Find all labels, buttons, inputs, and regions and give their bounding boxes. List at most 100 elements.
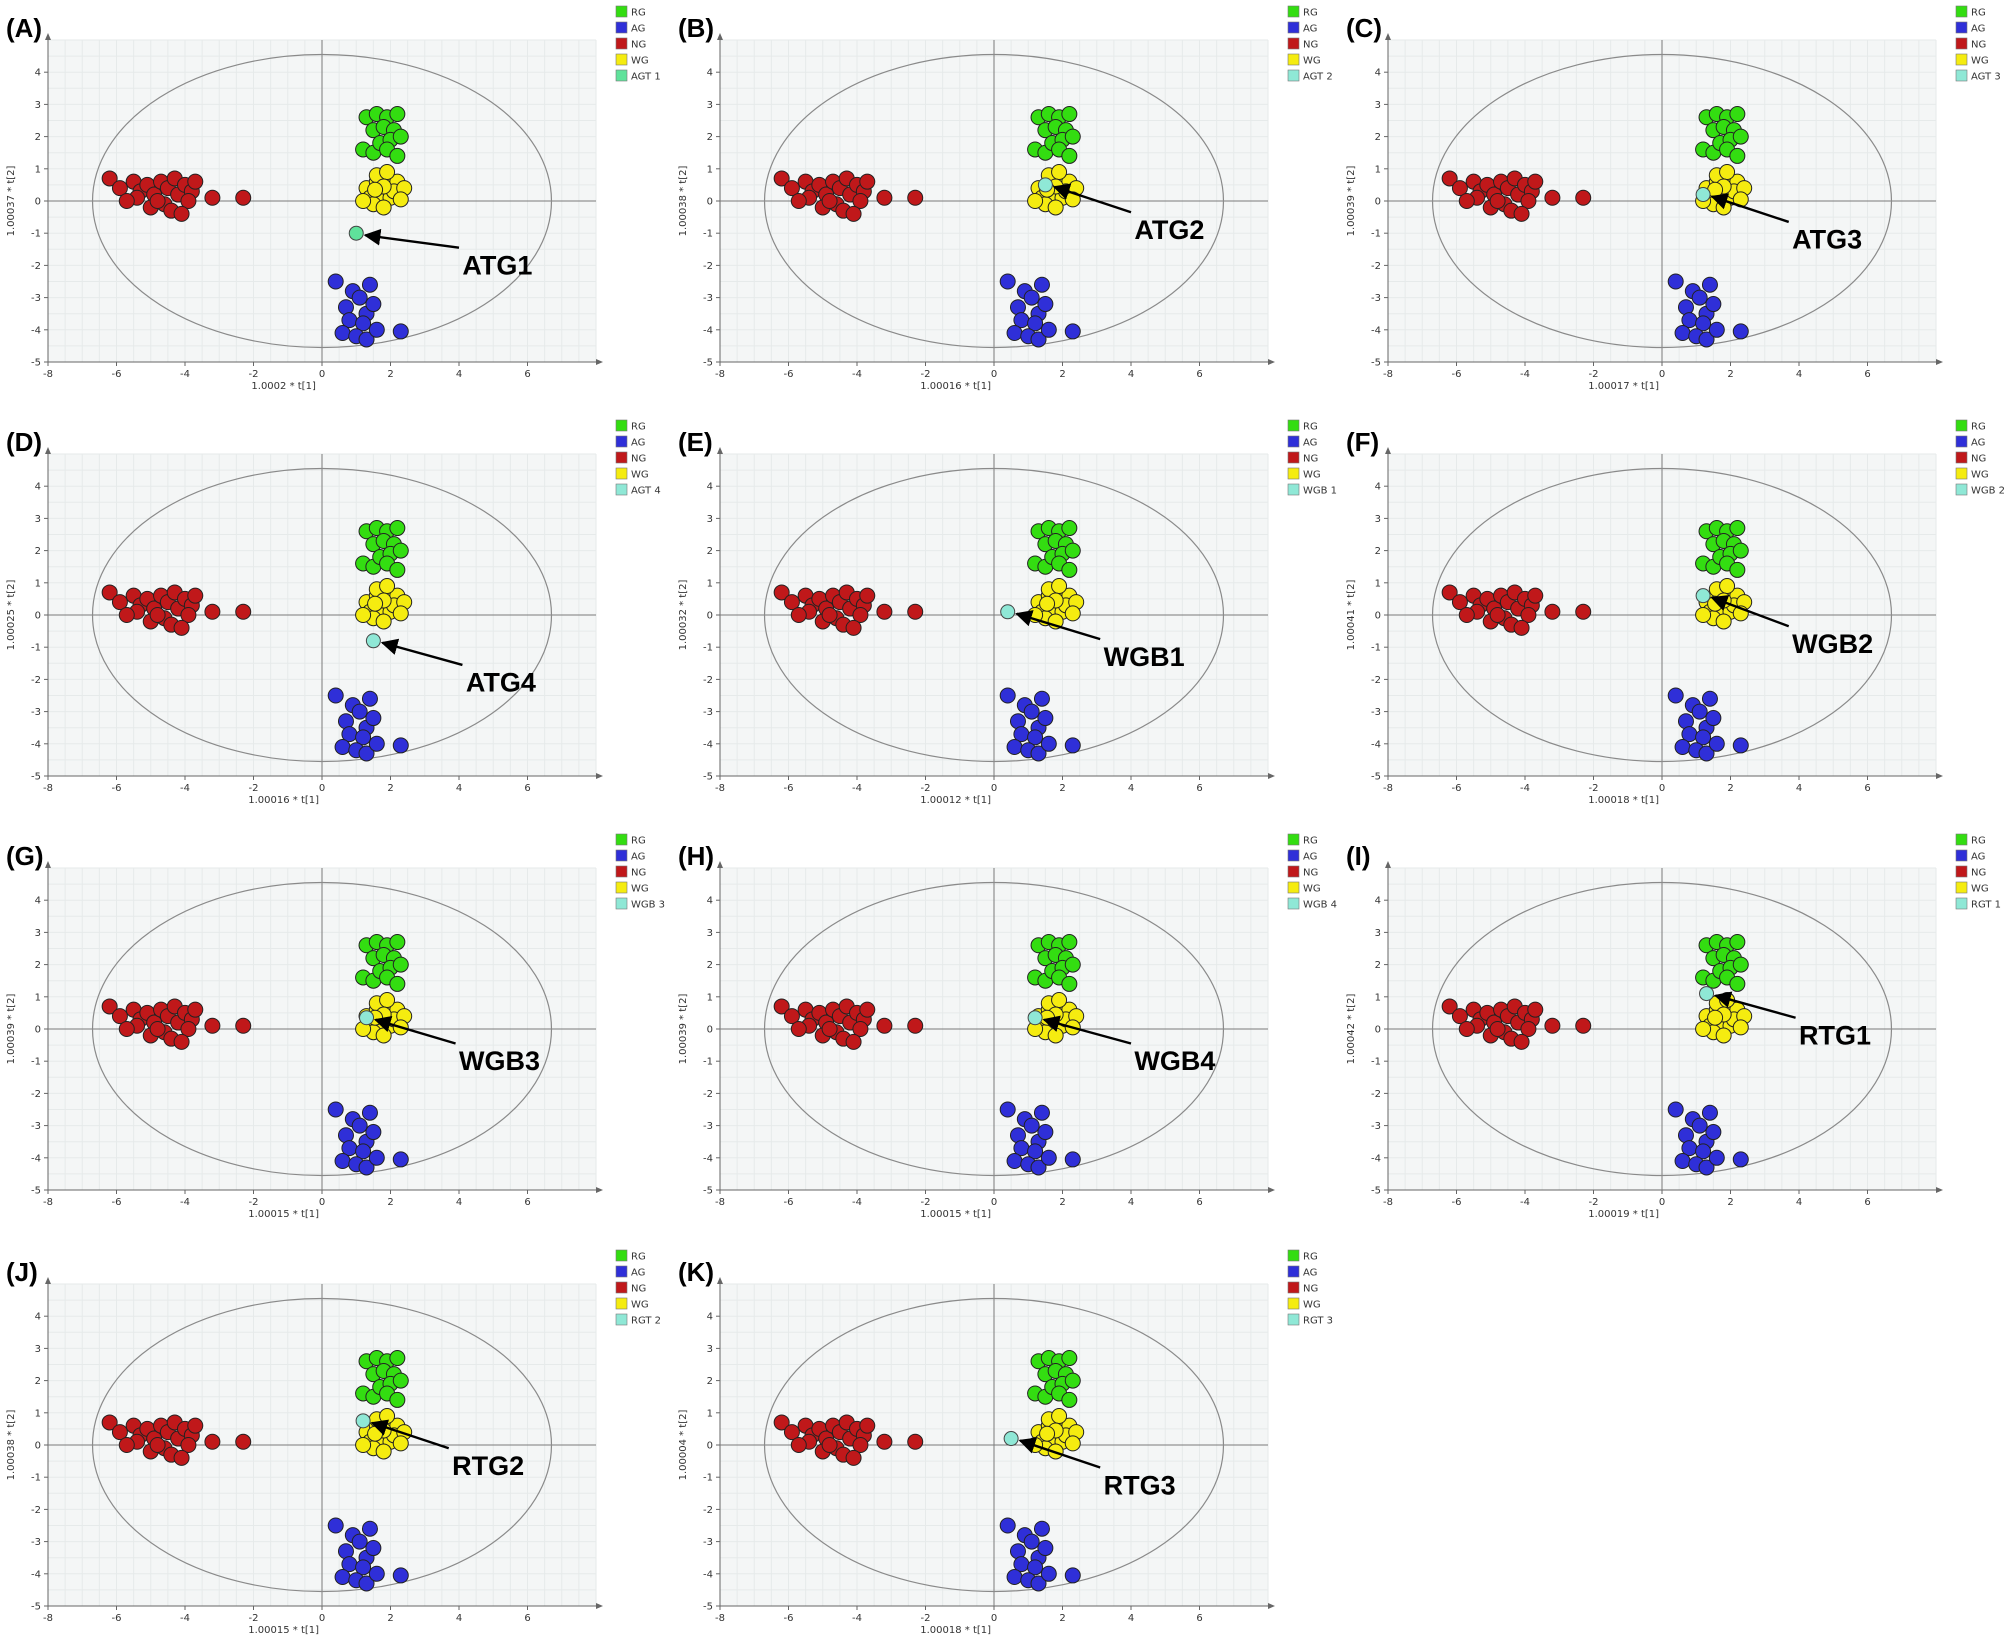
data-point-ag — [1705, 710, 1722, 727]
data-point-ag — [1691, 703, 1708, 720]
y-axis-title: 1.00037 * t[2] — [6, 166, 17, 237]
data-point-wg — [367, 595, 384, 612]
y-tick-label: 0 — [707, 611, 713, 622]
y-tick-label: 3 — [707, 1344, 713, 1355]
data-point-ng — [235, 189, 252, 206]
data-point-wg — [1047, 1027, 1064, 1044]
y-tick-label: -4 — [31, 1153, 41, 1164]
data-point-ng — [111, 1424, 128, 1441]
data-point-wg — [375, 199, 392, 216]
legend-swatch — [1955, 69, 1968, 82]
data-point-ag — [1667, 273, 1684, 290]
x-tick-label: -8 — [715, 783, 725, 794]
x-axis-title: 1.00012 * t[1] — [920, 795, 991, 806]
data-point-ag — [392, 1151, 409, 1168]
data-point-ng — [1458, 193, 1475, 209]
y-tick-label: 3 — [1375, 928, 1381, 939]
y-tick-label: -1 — [1371, 229, 1381, 240]
y-axis-title: 1.00042 * t[2] — [1346, 994, 1357, 1065]
data-point-ng — [821, 193, 838, 209]
x-tick-label: 2 — [1727, 369, 1733, 380]
y-axis-arrow — [717, 447, 723, 454]
legend-swatch — [615, 467, 628, 480]
data-point-ng — [1451, 180, 1468, 197]
data-point-rg — [1732, 542, 1749, 559]
panel-f: -8 -6 -4 -2 0 2 4 6 -5 -4 -3 -2 -1 0 1 2 3 4 1.00018 * t[1… — [1346, 419, 2005, 806]
data-point-ag — [1037, 1540, 1054, 1557]
x-tick-label: -6 — [784, 783, 794, 794]
data-point-ag — [1667, 1101, 1684, 1118]
y-tick-label: 2 — [35, 546, 41, 557]
x-axis-title: 1.00015 * t[1] — [920, 1209, 991, 1220]
legend-swatch — [1955, 897, 1968, 910]
y-tick-label: -1 — [31, 1057, 41, 1068]
data-point-ag — [1033, 1104, 1050, 1121]
legend-entry: NG — [631, 868, 646, 879]
data-point-ag — [1033, 1520, 1050, 1537]
annotation-label: ATG4 — [466, 668, 536, 698]
data-point-rg — [1064, 956, 1081, 973]
x-axis-arrow — [1936, 359, 1943, 365]
y-axis-arrow — [1385, 861, 1391, 868]
data-point-ag — [327, 1517, 344, 1534]
data-point-ag — [1030, 1159, 1047, 1176]
data-point-ag — [368, 1149, 385, 1166]
y-tick-label: -2 — [31, 1089, 41, 1100]
x-tick-label: 4 — [1796, 1197, 1802, 1208]
y-axis-title: 1.00039 * t[2] — [6, 994, 17, 1065]
y-tick-label: -3 — [31, 707, 41, 718]
legend-swatch — [1955, 881, 1968, 894]
data-point-rg — [389, 147, 406, 164]
data-point-ng — [876, 1433, 893, 1450]
legend-swatch — [615, 1265, 628, 1278]
legend-swatch — [1955, 865, 1968, 878]
data-point-ng — [111, 594, 128, 611]
hotelling-ellipse — [91, 53, 553, 349]
legend-entry: NG — [1303, 1284, 1318, 1295]
data-point-ag — [365, 296, 382, 313]
x-tick-label: 6 — [1196, 1197, 1202, 1208]
panel-a: -8 -6 -4 -2 0 2 4 6 -5 -4 -3 -2 -1 0 1 2 3 4 1.0002 * t[1]… — [6, 5, 661, 392]
y-tick-label: 4 — [707, 482, 713, 493]
y-tick-label: 0 — [1375, 197, 1381, 208]
data-point-ng — [180, 193, 197, 209]
legend-entry: NG — [1971, 454, 1986, 465]
y-tick-label: -3 — [31, 293, 41, 304]
hotelling-ellipse — [763, 53, 1225, 349]
y-tick-label: -4 — [703, 1569, 713, 1580]
data-point-rg — [392, 128, 409, 145]
legend-swatch — [1287, 833, 1300, 846]
x-tick-label: 0 — [1659, 369, 1665, 380]
data-point-ng — [187, 1001, 204, 1018]
data-point-ag — [1023, 703, 1040, 720]
data-point-wg — [1719, 164, 1736, 181]
data-point-ag — [1023, 1117, 1040, 1134]
legend-swatch — [1287, 881, 1300, 894]
x-tick-label: 6 — [524, 369, 530, 380]
legend-entry: AG — [1303, 852, 1317, 863]
x-tick-label: 2 — [1059, 369, 1065, 380]
y-tick-label: 2 — [35, 960, 41, 971]
data-point-rg — [1729, 934, 1746, 951]
y-tick-label: 3 — [35, 100, 41, 111]
data-point-wg — [355, 1437, 372, 1453]
y-axis-arrow — [45, 33, 51, 40]
y-axis-title: 1.00039 * t[2] — [1346, 166, 1357, 237]
data-point-ng — [783, 180, 800, 197]
data-point-rg — [1061, 975, 1078, 992]
x-tick-label: -4 — [1520, 1197, 1530, 1208]
annotation-arrow — [1713, 991, 1796, 1019]
x-tick-label: -8 — [715, 369, 725, 380]
x-tick-label: -4 — [180, 1197, 190, 1208]
legend-swatch — [1955, 53, 1968, 66]
data-point-ng — [1520, 1021, 1537, 1037]
annotation-arrow — [363, 228, 460, 249]
x-tick-label: 0 — [319, 1613, 325, 1624]
legend-entry: AG — [1303, 438, 1317, 449]
y-tick-label: 4 — [707, 68, 713, 79]
legend-swatch — [615, 1249, 628, 1262]
test-sample-point — [1695, 187, 1711, 203]
x-tick-label: -8 — [1383, 1197, 1393, 1208]
annotation-arrow — [1710, 595, 1790, 628]
y-axis-title: 1.00041 * t[2] — [1346, 580, 1357, 651]
